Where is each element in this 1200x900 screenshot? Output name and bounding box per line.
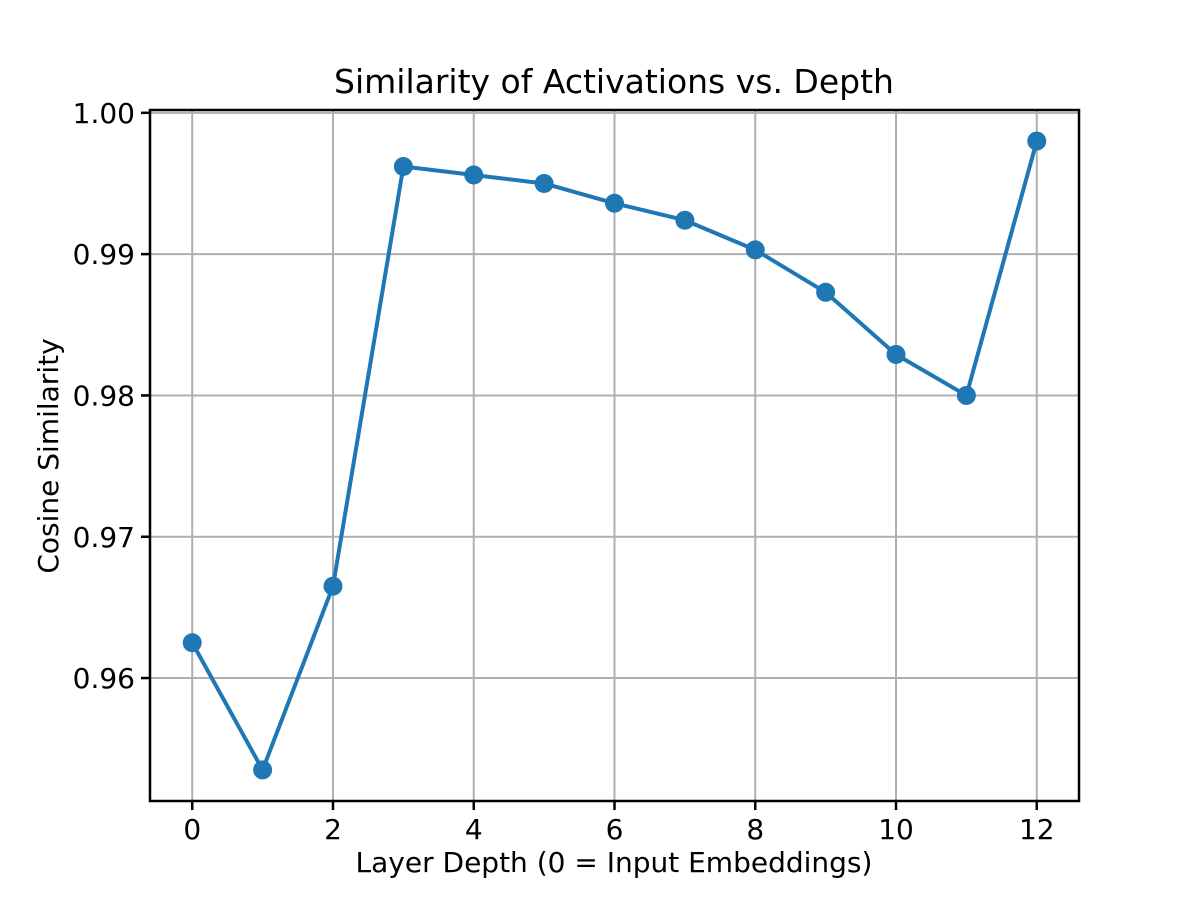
- data-point-4: [464, 165, 484, 185]
- x-tick-label: 2: [324, 813, 342, 846]
- y-tick-label: 0.97: [73, 521, 135, 554]
- data-point-5: [534, 173, 554, 193]
- data-point-10: [886, 344, 906, 364]
- data-point-0: [182, 633, 202, 653]
- y-tick-label: 1.00: [73, 97, 135, 130]
- x-tick-label: 4: [465, 813, 483, 846]
- x-tick-label: 0: [183, 813, 201, 846]
- data-point-12: [1027, 131, 1047, 151]
- data-point-9: [816, 282, 836, 302]
- chart-title: Similarity of Activations vs. Depth: [334, 62, 894, 101]
- tick-layer: 0 2 4 6 8 10 12 0.96 0.97 0.98 0.99 1.00: [73, 97, 1055, 846]
- y-tick-label: 0.99: [73, 238, 135, 271]
- data-point-3: [393, 157, 413, 177]
- series-layer: [182, 131, 1047, 780]
- data-point-7: [675, 210, 695, 230]
- x-axis-label: Layer Depth (0 = Input Embeddings): [356, 846, 873, 879]
- x-tick-label: 8: [746, 813, 764, 846]
- grid-layer: [150, 110, 1079, 801]
- x-tick-label: 6: [606, 813, 624, 846]
- y-axis-label: Cosine Similarity: [32, 338, 65, 573]
- x-tick-label: 10: [878, 813, 914, 846]
- data-point-11: [956, 385, 976, 405]
- x-tick-label: 12: [1019, 813, 1055, 846]
- y-tick-label: 0.98: [73, 379, 135, 412]
- data-point-6: [605, 193, 624, 213]
- data-point-2: [323, 576, 343, 596]
- y-tick-label: 0.96: [73, 662, 135, 695]
- data-point-8: [745, 240, 765, 260]
- data-point-1: [253, 760, 273, 780]
